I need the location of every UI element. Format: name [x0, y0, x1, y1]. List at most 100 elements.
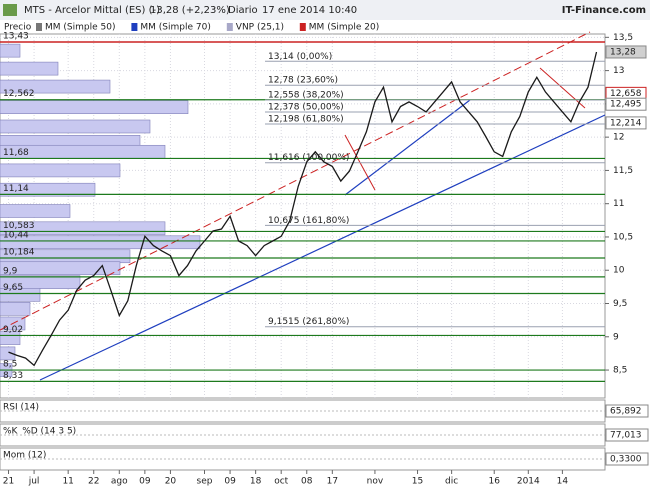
level-label: 12,562 [3, 89, 35, 99]
indicator-value: 65,892 [610, 407, 642, 417]
level-label: 11,14 [3, 184, 29, 194]
x-tick-label: 17 [327, 477, 338, 487]
x-tick-label: 18 [250, 477, 262, 487]
volume-bar [0, 119, 151, 134]
legend-swatch [299, 23, 306, 31]
channel-line [0, 31, 591, 331]
fib-label: 13,14 (0,00%) [268, 52, 332, 62]
legend-swatch [226, 23, 233, 31]
level-label: 8,33 [3, 371, 23, 381]
y-tick-label: 12 [613, 133, 624, 143]
main-panel [0, 33, 606, 399]
x-tick-label: ago [111, 477, 128, 487]
volume-bar [0, 43, 21, 58]
x-tick-label: 14 [557, 477, 569, 487]
legend-label: Precio [4, 23, 32, 33]
volume-bar [0, 61, 59, 76]
x-tick-label: 16 [488, 477, 500, 487]
volume-bar [0, 261, 121, 276]
header-bar [0, 0, 650, 20]
y-tick-label: 13 [613, 66, 624, 76]
fib-label: 11,616 (100,00%) [268, 153, 349, 163]
volume-bar [0, 163, 121, 178]
x-tick-label: oct [274, 477, 288, 487]
fib-label: 12,378 (50,00%) [268, 102, 344, 112]
x-tick-label: 09 [139, 477, 151, 487]
datetime: 17 ene 2014 10:40 [262, 5, 357, 16]
level-label: 10,184 [3, 247, 35, 257]
indicator-value-box [605, 428, 649, 442]
volume-bar [0, 346, 16, 361]
volume-bar [0, 79, 111, 94]
indicator-value-box [605, 452, 649, 466]
price-marker-box [605, 116, 647, 130]
indicator-name: %D (14 3 5) [22, 427, 76, 437]
legend-label: MM (Simple 50) [45, 23, 115, 33]
indicator-name: Mom (12) [3, 451, 46, 461]
y-tick-label: 8,5 [613, 366, 627, 376]
level-label: 9,65 [3, 283, 23, 293]
price-marker-label: 12,214 [610, 118, 642, 128]
legend-label: MM (Simple 70) [140, 23, 210, 33]
y-tick-label: 10 [613, 266, 625, 276]
fib-label: 12,558 (38,20%) [268, 91, 344, 101]
period: Diario [228, 5, 258, 16]
x-tick-label: 21 [3, 477, 14, 487]
x-tick-label: 11 [62, 477, 73, 487]
x-tick-label: 09 [224, 477, 236, 487]
price-marker-label: 12,495 [610, 100, 642, 110]
y-tick-label: 11,5 [613, 166, 633, 176]
price-line [8, 51, 598, 367]
volume-bar [0, 204, 71, 218]
x-tick-label: dic [445, 477, 458, 487]
trend-line [344, 99, 471, 196]
level-label: 10,583 [3, 221, 35, 231]
indicator-name: %K [3, 427, 19, 437]
level-label: 9,02 [3, 325, 23, 335]
price-marker-label: 13,28 [610, 47, 636, 57]
y-tick-label: 9 [613, 332, 619, 342]
flag-line [539, 67, 586, 109]
indicator-value-box [605, 404, 649, 418]
x-tick-label: sep [197, 477, 213, 487]
x-tick-label: 2014 [517, 477, 540, 487]
volume-bar [0, 182, 96, 197]
legend-label: MM (Simple 20) [309, 23, 379, 33]
level-label: 8,5 [3, 360, 17, 370]
symbol: MTS - Arcelor Mittal (ES) (-) [24, 5, 160, 16]
y-tick-label: 10,5 [613, 232, 633, 242]
level-label: 9,9 [3, 266, 18, 276]
x-tick-label: 22 [88, 477, 99, 487]
indicator-value: 0,3300 [610, 455, 642, 465]
x-tick-label: jul [28, 477, 40, 487]
level-label: 11,68 [3, 148, 29, 158]
quote: 13,28 (+2,23%) [150, 5, 230, 16]
price-marker-box [605, 97, 647, 111]
brand: IT-Finance.com [562, 5, 646, 16]
indicator-value: 77,013 [610, 431, 642, 441]
price-marker-label: 12,658 [610, 89, 642, 99]
x-tick-label: nov [367, 477, 384, 487]
fib-label: 12,198 (61,80%) [268, 114, 344, 124]
level-label: 13,43 [3, 31, 29, 41]
price-marker-box [605, 45, 647, 59]
logo [3, 4, 17, 16]
y-tick-label: 13,5 [613, 33, 633, 43]
volume-bar [0, 100, 189, 114]
x-tick-label: 20 [165, 477, 177, 487]
volume-bar [0, 302, 31, 316]
legend-label: VNP (25,1) [236, 23, 284, 33]
legend-swatch [131, 23, 138, 31]
fib-label: 10,675 (161,80%) [268, 216, 349, 226]
x-tick-label: 08 [301, 477, 313, 487]
y-tick-label: 9,5 [613, 299, 627, 309]
x-tick-label: 15 [412, 477, 423, 487]
fib-label: 9,1515 (261,80%) [268, 317, 349, 327]
legend-swatch [36, 23, 42, 31]
indicator-name: RSI (14) [3, 403, 39, 413]
level-label: 10,44 [3, 230, 29, 240]
volume-bar [0, 288, 41, 302]
fib-label: 12,78 (23,60%) [268, 76, 338, 86]
y-tick-label: 11 [613, 199, 624, 209]
